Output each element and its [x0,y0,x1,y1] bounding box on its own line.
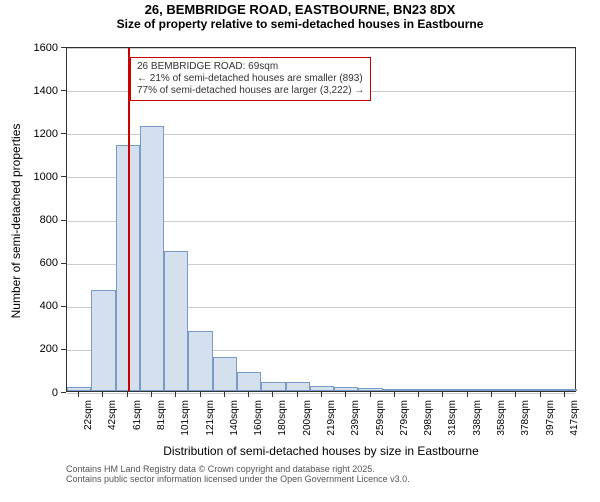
xtick-mark [297,392,298,397]
histogram-bar [358,388,382,391]
xtick-mark [78,392,79,397]
xtick-label: 101sqm [180,400,191,450]
histogram-bar [261,382,285,391]
histogram-bar [407,389,431,391]
histogram-bar [480,389,504,391]
xtick-label: 318sqm [447,400,458,450]
histogram-bar [286,382,310,391]
ytick-label: 600 [40,257,58,269]
histogram-bar [188,331,212,391]
x-axis-label: Distribution of semi-detached houses by … [66,444,576,458]
xtick-label: 61sqm [132,400,143,450]
xtick-mark [394,392,395,397]
xtick-label: 81sqm [156,400,167,450]
histogram-bar [67,387,91,391]
annotation-line: 26 BEMBRIDGE ROAD: 69sqm [137,61,364,73]
ytick-mark [61,349,66,350]
ytick-mark [61,90,66,91]
ytick-mark [61,392,66,393]
ytick-label: 1200 [34,128,58,140]
histogram-bar [334,387,358,391]
histogram-bar [504,389,528,391]
xtick-label: 358sqm [496,400,507,450]
histogram-bar [164,251,188,391]
xtick-mark [540,392,541,397]
annotation-line: 77% of semi-detached houses are larger (… [137,85,364,97]
xtick-mark [127,392,128,397]
copyright-footer: Contains HM Land Registry data © Crown c… [66,464,410,484]
xtick-mark [370,392,371,397]
ytick-mark [61,47,66,48]
histogram-bar [91,290,115,391]
histogram-chart: 0 200 400 600 800 1000 1200 1400 1600 22sqm 42sqm 6… [0,2,600,502]
ytick-label: 1400 [34,85,58,97]
xtick-mark [224,392,225,397]
xtick-label: 378sqm [520,400,531,450]
xtick-label: 239sqm [350,400,361,450]
xtick-mark [491,392,492,397]
histogram-bar [431,389,455,391]
histogram-bar [213,357,237,392]
histogram-bar [456,389,480,391]
gridline [67,48,575,49]
xtick-mark [200,392,201,397]
xtick-mark [442,392,443,397]
footer-line: Contains public sector information licen… [66,474,410,484]
xtick-label: 160sqm [253,400,264,450]
xtick-label: 219sqm [326,400,337,450]
xtick-label: 42sqm [107,400,118,450]
histogram-bar [383,389,407,391]
xtick-mark [272,392,273,397]
xtick-mark [564,392,565,397]
xtick-label: 121sqm [205,400,216,450]
histogram-bar [528,389,552,391]
ytick-label: 400 [40,300,58,312]
xtick-mark [248,392,249,397]
ytick-label: 800 [40,214,58,226]
xtick-mark [175,392,176,397]
xtick-label: 140sqm [229,400,240,450]
ytick-mark [61,263,66,264]
xtick-label: 338sqm [472,400,483,450]
xtick-label: 200sqm [302,400,313,450]
xtick-mark [102,392,103,397]
xtick-label: 279sqm [399,400,410,450]
xtick-mark [151,392,152,397]
histogram-bar [553,389,577,391]
xtick-mark [467,392,468,397]
xtick-mark [321,392,322,397]
ytick-label: 0 [52,387,58,399]
xtick-label: 417sqm [569,400,580,450]
xtick-mark [515,392,516,397]
xtick-label: 298sqm [423,400,434,450]
y-axis-label: Number of semi-detached properties [9,121,23,321]
xtick-label: 180sqm [277,400,288,450]
ytick-label: 1600 [34,42,58,54]
ytick-label: 1000 [34,171,58,183]
histogram-bar [140,126,164,391]
xtick-label: 22sqm [83,400,94,450]
xtick-mark [418,392,419,397]
histogram-bar [237,372,261,391]
ytick-label: 200 [40,343,58,355]
ytick-mark [61,306,66,307]
annotation-line: ← 21% of semi-detached houses are smalle… [137,73,364,85]
histogram-bar [310,386,334,391]
ytick-mark [61,133,66,134]
xtick-label: 259sqm [375,400,386,450]
annotation-box: 26 BEMBRIDGE ROAD: 69sqm← 21% of semi-de… [130,57,371,101]
xtick-mark [345,392,346,397]
xtick-label: 397sqm [545,400,556,450]
ytick-mark [61,176,66,177]
footer-line: Contains HM Land Registry data © Crown c… [66,464,410,474]
ytick-mark [61,220,66,221]
